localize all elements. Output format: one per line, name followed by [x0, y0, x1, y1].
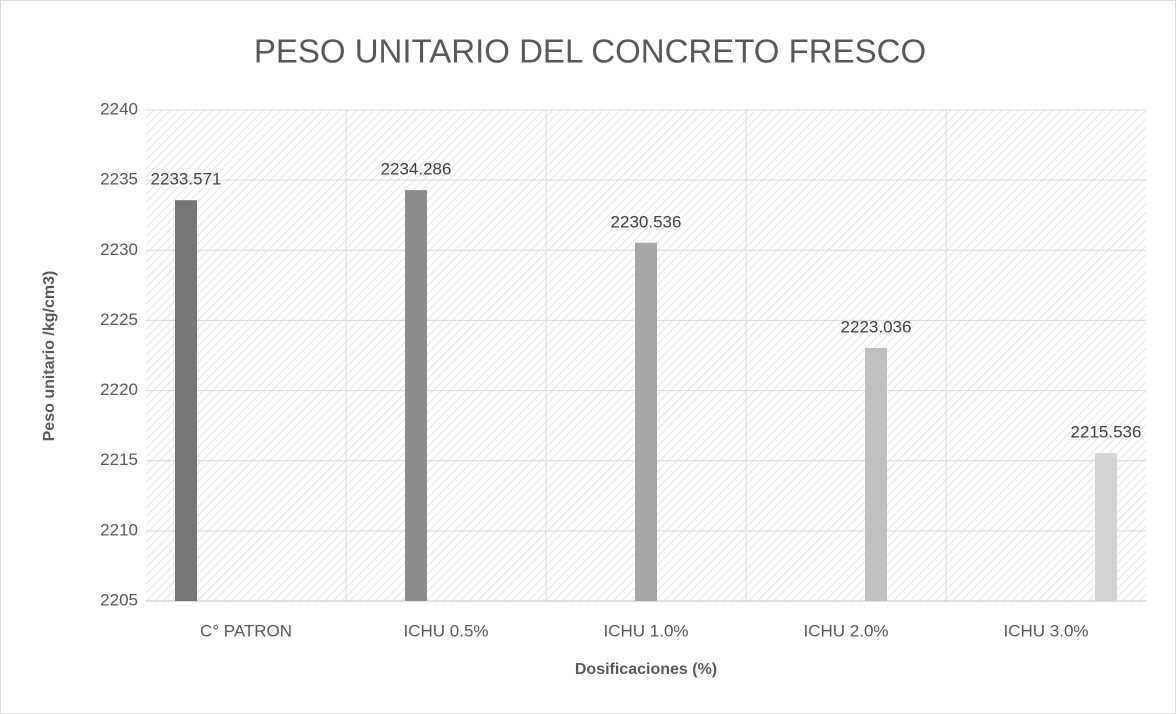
x-tick-label: ICHU 2.0% [803, 621, 888, 640]
y-tick-label: 2225 [100, 310, 138, 329]
x-axis-title: Dosificaciones (%) [575, 661, 717, 678]
x-tick-label: C° PATRON [200, 621, 292, 640]
data-label: 2223.036 [841, 317, 912, 336]
bar [865, 347, 887, 601]
y-axis-title: Peso unitario /kg/cm3) [41, 271, 58, 442]
chart-title: PESO UNITARIO DEL CONCRETO FRESCO [254, 33, 926, 70]
data-label: 2215.536 [1071, 423, 1142, 442]
y-tick-label: 2235 [100, 170, 138, 189]
y-tick-label: 2215 [100, 450, 138, 469]
y-tick-label: 2230 [100, 240, 138, 259]
data-label: 2233.571 [151, 170, 222, 189]
x-tick-label: ICHU 1.0% [603, 621, 688, 640]
x-tick-label: ICHU 3.0% [1003, 621, 1088, 640]
bar [1095, 453, 1117, 601]
bar [405, 190, 427, 602]
x-tick-label: ICHU 0.5% [403, 621, 488, 640]
y-tick-label: 2240 [100, 99, 138, 118]
bar [175, 200, 197, 601]
data-label: 2234.286 [381, 160, 452, 179]
y-tick-label: 2210 [100, 520, 138, 539]
y-tick-label: 2220 [100, 380, 138, 399]
y-tick-label: 2205 [100, 590, 138, 609]
bar [635, 242, 657, 601]
data-label: 2230.536 [611, 212, 682, 231]
